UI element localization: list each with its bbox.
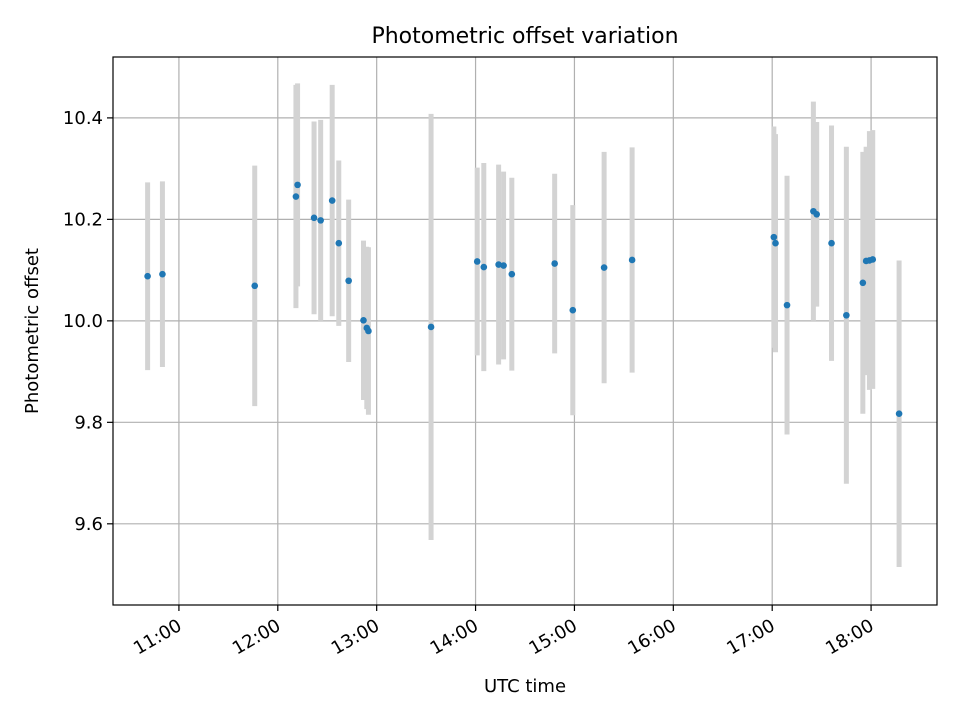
data-point — [251, 282, 259, 290]
y-tick-label: 9.6 — [74, 514, 103, 535]
data-point — [292, 193, 300, 200]
data-point — [328, 197, 336, 204]
y-tick-label: 9.8 — [74, 412, 103, 433]
plot-frame — [112, 56, 938, 606]
data-point — [495, 261, 502, 268]
data-point — [859, 279, 867, 287]
data-point — [365, 327, 372, 335]
data-point — [335, 239, 343, 247]
data-point — [144, 272, 151, 280]
data-point — [569, 306, 577, 314]
data-point — [427, 323, 435, 331]
data-point — [360, 317, 367, 324]
x-axis-label: UTC time — [484, 676, 566, 697]
data-point — [473, 258, 481, 265]
y-tick-label: 10.0 — [63, 311, 103, 332]
data-point — [480, 263, 488, 271]
data-point — [294, 181, 301, 189]
data-point — [508, 270, 516, 278]
data-point — [600, 264, 608, 271]
data-point — [770, 233, 778, 241]
data-point — [551, 260, 558, 267]
data-point — [310, 214, 318, 222]
data-point — [895, 410, 903, 418]
data-point — [869, 256, 877, 263]
y-tick-label: 10.4 — [63, 108, 103, 129]
data-point — [500, 262, 507, 269]
data-point — [628, 256, 636, 264]
data-point — [159, 270, 166, 278]
data-point — [828, 239, 835, 247]
data-points — [144, 181, 903, 418]
data-point — [345, 277, 352, 285]
y-axis-label: Photometric offset — [22, 248, 43, 414]
y-axis-ticks: 9.6 9.8 10.0 10.2 10.4 — [63, 108, 113, 535]
data-point — [317, 217, 324, 224]
data-point — [783, 301, 791, 309]
data-point — [843, 311, 850, 319]
y-tick-label: 10.2 — [63, 209, 103, 230]
chart-title: Photometric offset variation — [371, 24, 678, 49]
data-point — [772, 239, 779, 247]
data-point — [813, 210, 820, 218]
